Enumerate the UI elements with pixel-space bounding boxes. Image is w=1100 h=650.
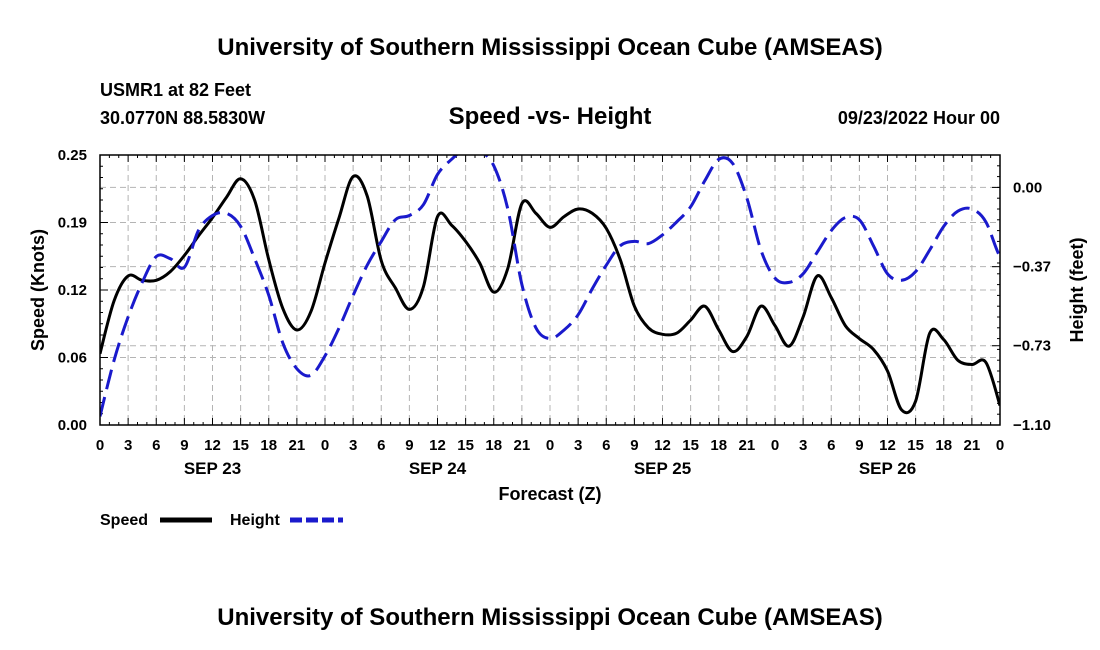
legend-label-height: Height [230, 512, 280, 529]
chart-title: Speed -vs- Height [449, 103, 652, 130]
y2-tick-label: −1.10 [1013, 417, 1051, 434]
x-tick-label: 6 [827, 437, 835, 454]
x-tick-label: 15 [907, 437, 924, 454]
x-tick-label: 9 [855, 437, 863, 454]
x-tick-label: 3 [574, 437, 582, 454]
series-line-height [100, 155, 1000, 417]
y2-tick-label: −0.37 [1013, 259, 1051, 276]
x-tick-label: 21 [964, 437, 981, 454]
y-tick-label: 0.25 [58, 147, 87, 164]
y-tick-label: 0.00 [58, 417, 87, 434]
x-tick-label: 9 [405, 437, 413, 454]
y2-tick-label: −0.73 [1013, 338, 1051, 355]
date-label: SEP 24 [409, 459, 467, 478]
x-tick-label: 0 [996, 437, 1004, 454]
x-tick-label: 9 [630, 437, 638, 454]
x-tick-label: 0 [546, 437, 554, 454]
x-tick-label: 3 [349, 437, 357, 454]
x-tick-label: 15 [232, 437, 249, 454]
legend: Speed Height [100, 512, 343, 529]
date-label: SEP 25 [634, 459, 691, 478]
x-tick-label: 12 [429, 437, 446, 454]
x-tick-label: 18 [260, 437, 277, 454]
y2-tick-label: 0.00 [1013, 179, 1042, 196]
x-tick-label: 15 [682, 437, 699, 454]
x-tick-label: 0 [96, 437, 104, 454]
x-tick-label: 6 [602, 437, 610, 454]
tick-labels: 0 3 6 9 12 15 18 21 0 3 6 9 12 15 18 21 0 3 6 9 12 15 18 21 0 3 6 9… [58, 147, 1051, 478]
x-axis-label: Forecast (Z) [498, 484, 601, 504]
x-tick-label: 12 [204, 437, 221, 454]
x-tick-label: 12 [879, 437, 896, 454]
x-tick-label: 15 [457, 437, 474, 454]
x-tick-label: 9 [180, 437, 188, 454]
x-tick-label: 3 [124, 437, 132, 454]
page-title: University of Southern Mississippi Ocean… [217, 34, 882, 61]
y2-axis-label: Height (feet) [1067, 238, 1087, 343]
x-tick-label: 12 [654, 437, 671, 454]
x-tick-label: 21 [289, 437, 306, 454]
series-line-speed [100, 174, 1000, 415]
x-tick-label: 6 [152, 437, 160, 454]
x-tick-label: 3 [799, 437, 807, 454]
date-label: SEP 23 [184, 459, 241, 478]
x-tick-label: 21 [514, 437, 531, 454]
y-tick-label: 0.06 [58, 350, 87, 367]
x-tick-label: 18 [710, 437, 727, 454]
x-tick-label: 0 [771, 437, 779, 454]
plot-frame [99, 154, 1001, 426]
x-tick-label: 18 [935, 437, 952, 454]
legend-label-speed: Speed [100, 512, 148, 529]
x-tick-label: 6 [377, 437, 385, 454]
coords-label: 30.0770N 88.5830W [100, 108, 265, 128]
x-tick-label: 18 [485, 437, 502, 454]
y-tick-label: 0.12 [58, 282, 87, 299]
y-tick-label: 0.19 [58, 215, 87, 232]
y-axis-label: Speed (Knots) [28, 229, 48, 351]
datetime-label: 09/23/2022 Hour 00 [838, 108, 1000, 128]
grid [100, 155, 1000, 425]
x-tick-label: 21 [739, 437, 756, 454]
series-lines [100, 155, 1000, 417]
date-label: SEP 26 [859, 459, 916, 478]
station-label: USMR1 at 82 Feet [100, 80, 251, 100]
footer-title: University of Southern Mississippi Ocean… [217, 604, 882, 631]
x-tick-label: 0 [321, 437, 329, 454]
